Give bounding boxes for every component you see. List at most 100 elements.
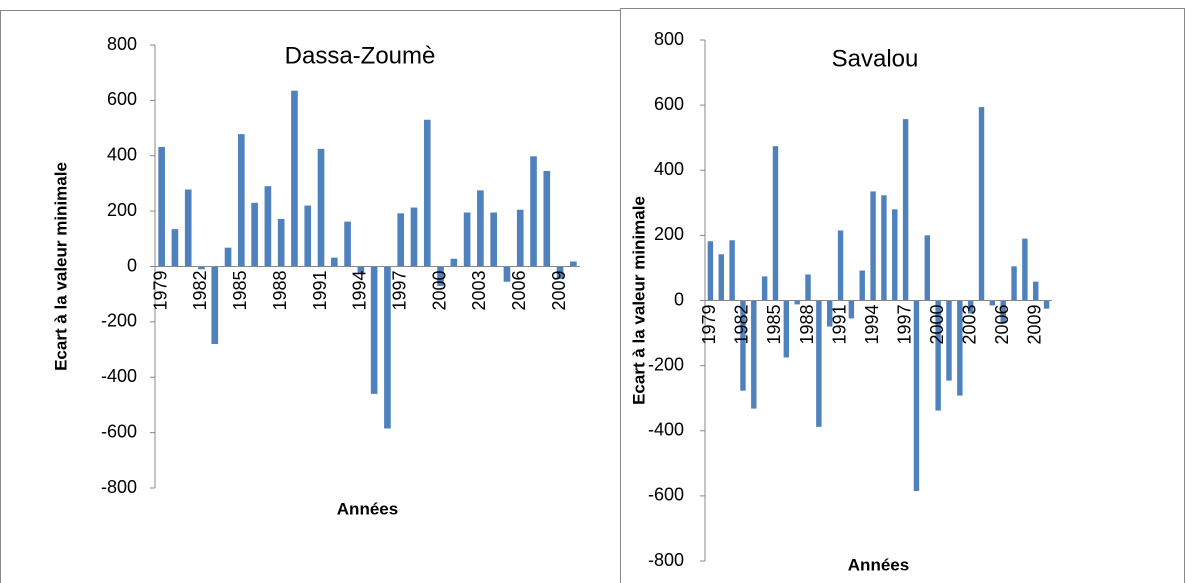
bar (794, 300, 800, 305)
x-tick-label: 2000 (927, 305, 947, 345)
bar (437, 266, 444, 286)
y-tick-label: -600 (101, 421, 137, 441)
bar (1043, 300, 1050, 309)
bar (423, 119, 431, 267)
y-tick-label: 400 (654, 159, 684, 179)
bar (1011, 266, 1017, 301)
y-tick-label: 600 (107, 89, 137, 109)
bar (291, 90, 298, 267)
bar (264, 186, 272, 267)
x-tick-label: 1988 (797, 305, 817, 345)
y-tick-label: -400 (648, 420, 684, 440)
bar (304, 205, 312, 267)
x-tick-label: 1997 (894, 305, 914, 345)
y-tick-label: 0 (127, 255, 137, 275)
bar (397, 213, 405, 267)
bar (978, 107, 985, 301)
bar (1033, 281, 1039, 301)
bar (989, 300, 996, 306)
y-tick-label: -600 (648, 485, 684, 505)
y-tick-label: -800 (648, 550, 684, 570)
x-tick-label: 2006 (992, 305, 1012, 345)
y-axis-label: Ecart à la valeur minimale (51, 162, 70, 371)
bar (946, 300, 952, 381)
bar (967, 300, 974, 314)
x-tick-label: 2003 (469, 271, 489, 311)
x-tick-label: 1985 (764, 305, 784, 345)
bar (859, 270, 865, 301)
y-tick-label: -200 (648, 354, 684, 374)
bar (530, 156, 537, 267)
chart-frame (620, 8, 1185, 583)
x-tick-label: 2009 (549, 271, 569, 311)
bar (1000, 300, 1006, 323)
x-tick-label: 1982 (732, 305, 752, 345)
x-axis-label: Années (337, 499, 398, 518)
bar (740, 300, 746, 391)
bar (503, 266, 511, 282)
bar (171, 229, 179, 267)
x-tick-label: 1991 (310, 271, 330, 311)
bar (848, 300, 855, 319)
bar (772, 146, 779, 301)
bar (935, 300, 941, 411)
bar (729, 240, 735, 301)
bar (1022, 238, 1028, 301)
bar (198, 266, 205, 270)
x-tick-label: 1979 (150, 271, 170, 311)
bar (816, 300, 822, 427)
y-tick-label: 400 (107, 145, 137, 165)
bar (158, 146, 165, 267)
bar (317, 148, 325, 267)
x-tick-label: 1997 (389, 271, 409, 311)
y-tick-label: -400 (101, 366, 137, 386)
bar (913, 300, 920, 491)
bar (870, 191, 876, 301)
bar (277, 218, 285, 267)
y-tick-label: 200 (107, 200, 137, 220)
bar (957, 300, 963, 396)
x-tick-label: 1988 (270, 271, 290, 311)
bar (357, 266, 365, 274)
x-tick-label: 1982 (190, 271, 210, 311)
y-tick-label: 600 (654, 94, 684, 114)
x-tick-label: 2006 (509, 271, 529, 311)
bar (881, 195, 887, 301)
bar (330, 257, 338, 267)
bar (463, 212, 471, 267)
chart-frame (0, 10, 621, 583)
bar (224, 247, 232, 267)
chart-title: Savalou (832, 45, 919, 72)
x-tick-label: 1994 (862, 305, 882, 345)
bar (783, 300, 790, 358)
bar (805, 274, 811, 301)
bar (450, 258, 458, 267)
x-tick-label: 1979 (699, 305, 719, 345)
x-tick-label: 2003 (959, 305, 979, 345)
bar (370, 266, 378, 394)
x-tick-label: 2000 (429, 271, 449, 311)
bar (751, 300, 757, 409)
chart-title: Dassa-Zoumè (285, 42, 436, 69)
y-tick-label: -200 (101, 311, 137, 331)
bar (490, 212, 497, 267)
y-tick-label: 800 (654, 29, 684, 49)
y-tick-label: -800 (101, 477, 137, 497)
bar (344, 221, 351, 267)
x-tick-label: 1994 (350, 271, 370, 311)
bar (761, 276, 768, 301)
bar (410, 207, 418, 267)
bar (707, 241, 714, 301)
bar (384, 266, 391, 429)
x-axis-label: Années (848, 555, 909, 574)
bar (924, 235, 931, 301)
bar (211, 266, 219, 345)
bar (543, 170, 551, 267)
bar (184, 189, 192, 267)
y-axis-label: Ecart à la valeur minimale (629, 196, 648, 405)
bar (826, 300, 833, 327)
bar (238, 134, 245, 267)
bar (516, 209, 524, 267)
bar (837, 230, 844, 301)
